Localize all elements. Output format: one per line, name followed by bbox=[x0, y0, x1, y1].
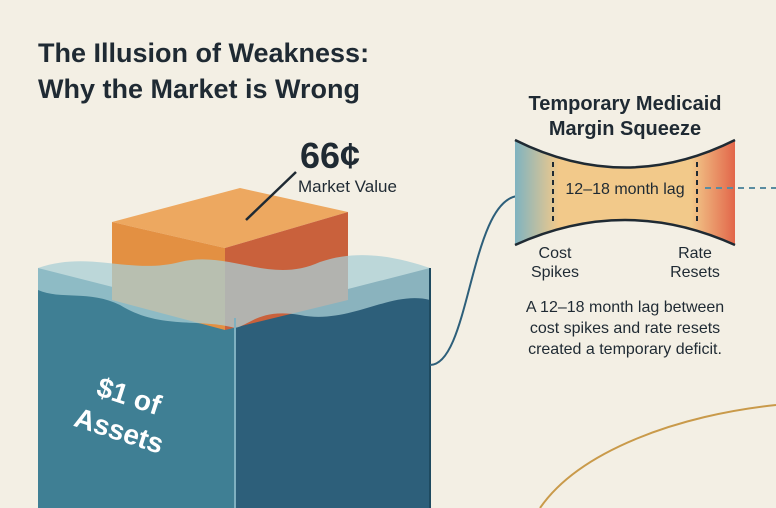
water-right-face bbox=[235, 268, 430, 508]
cube-top bbox=[112, 188, 348, 248]
title-line: Why the Market is Wrong bbox=[38, 74, 360, 104]
water-left-face bbox=[38, 268, 235, 508]
price: 66¢ bbox=[300, 135, 360, 176]
pointer bbox=[245, 171, 297, 221]
right-label: Rate bbox=[678, 245, 712, 262]
right-label: Resets bbox=[670, 264, 720, 281]
decor-curve bbox=[539, 404, 776, 508]
description: cost spikes and rate resets bbox=[530, 320, 720, 337]
description: created a temporary deficit. bbox=[528, 341, 722, 358]
left-label: Cost bbox=[539, 245, 572, 262]
squeeze-title: Margin Squeeze bbox=[549, 118, 701, 140]
description: A 12–18 month lag between bbox=[526, 299, 724, 316]
connector bbox=[429, 195, 519, 366]
squeeze-bottom bbox=[514, 218, 736, 247]
water-surface bbox=[38, 255, 430, 328]
squeeze-band bbox=[515, 140, 735, 245]
lag: 12–18 month lag bbox=[565, 181, 684, 198]
squeeze-title: Temporary Medicaid bbox=[528, 93, 721, 115]
left-label: Spikes bbox=[531, 264, 579, 281]
squeeze-top bbox=[514, 138, 736, 169]
price-label: Market Value bbox=[298, 177, 397, 196]
title-line: The Illusion of Weakness: bbox=[38, 38, 369, 68]
